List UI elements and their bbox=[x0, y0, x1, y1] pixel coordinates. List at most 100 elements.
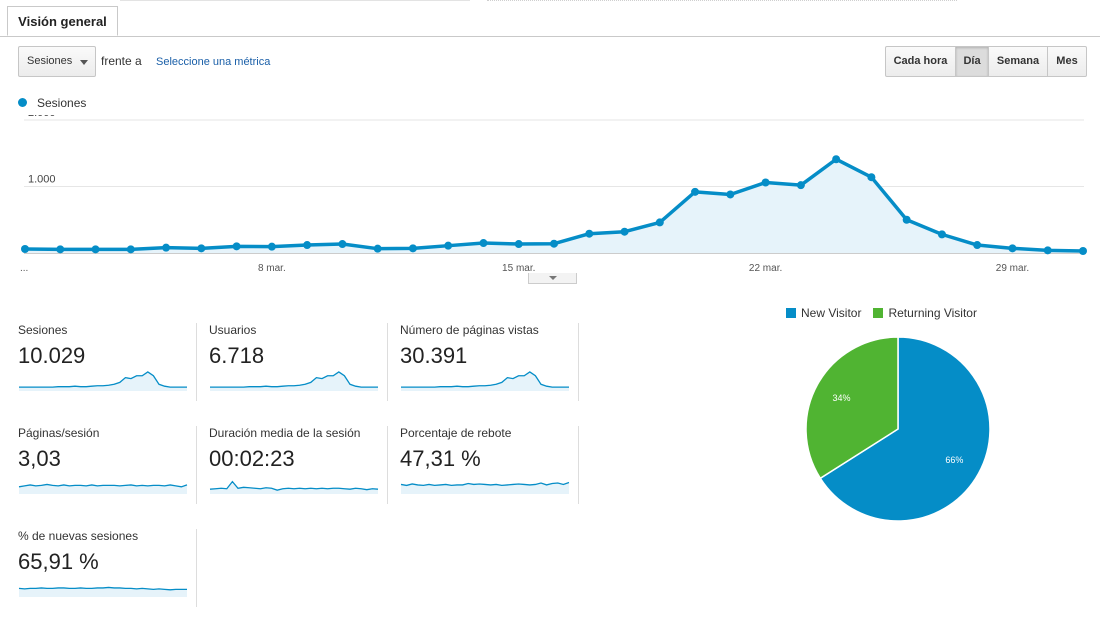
metric-card-sessions[interactable]: Sesiones 10.029 bbox=[18, 323, 197, 401]
data-point bbox=[1043, 246, 1052, 255]
data-point bbox=[796, 181, 805, 190]
metric-value: 00:02:23 bbox=[209, 446, 295, 471]
data-point bbox=[91, 245, 100, 254]
metric-select-value: Sesiones bbox=[27, 55, 73, 67]
metric-card-users[interactable]: Usuarios 6.718 bbox=[209, 323, 388, 401]
data-point bbox=[1008, 244, 1017, 253]
metric-name: % de nuevas sesiones bbox=[18, 529, 139, 543]
metric-sparkline bbox=[18, 586, 187, 597]
expand-caret-icon bbox=[549, 276, 557, 280]
tab-bar: Visión general bbox=[0, 0, 1100, 37]
period-month-button[interactable]: Mes bbox=[1047, 46, 1087, 77]
metric-value: 30.391 bbox=[400, 343, 468, 368]
x-tick-label: 15 mar. bbox=[502, 263, 535, 273]
area-fill bbox=[25, 159, 1083, 253]
sparkline-area bbox=[210, 481, 378, 494]
pie-data-label: 66% bbox=[945, 455, 963, 465]
sparkline-path bbox=[401, 371, 569, 388]
metric-sparkline bbox=[209, 480, 379, 494]
data-point bbox=[867, 173, 876, 182]
data-point bbox=[655, 218, 664, 227]
metric-select[interactable]: Sesiones bbox=[18, 46, 96, 77]
series-dot-icon bbox=[18, 98, 27, 107]
metric-sparkline bbox=[19, 371, 187, 391]
metric-name: Páginas/sesión bbox=[18, 426, 100, 440]
data-point bbox=[444, 241, 453, 250]
y-tick-label: 1.000 bbox=[28, 174, 56, 186]
metric-card-pages-per-session[interactable]: Páginas/sesión 3,03 bbox=[18, 426, 197, 504]
metric-name: Usuarios bbox=[209, 323, 257, 337]
metric-value: 3,03 bbox=[18, 446, 61, 471]
metric-sparkline bbox=[401, 371, 569, 391]
sparkline-area bbox=[401, 371, 569, 391]
legend-swatch-icon bbox=[873, 308, 884, 318]
data-point bbox=[126, 245, 135, 254]
data-point bbox=[761, 178, 770, 187]
visitor-type-pie-chart[interactable]: 66% 34% bbox=[800, 333, 996, 529]
sparkline-path bbox=[400, 481, 570, 487]
metric-card-avg-duration[interactable]: Duración media de la sesión 00:02:23 bbox=[209, 426, 388, 504]
sparkline-area bbox=[210, 371, 378, 391]
data-point bbox=[56, 245, 65, 254]
tab-bar-rule bbox=[120, 0, 470, 1]
data-point bbox=[197, 244, 206, 253]
pie-legend-new-visitor[interactable]: New Visitor bbox=[786, 306, 861, 320]
tab-overview[interactable]: Visión general bbox=[7, 6, 118, 36]
data-point bbox=[514, 240, 523, 249]
pie-legend-label: Returning Visitor bbox=[888, 306, 977, 320]
data-point bbox=[373, 244, 382, 253]
pie-legend: New Visitor Returning Visitor bbox=[786, 304, 989, 320]
data-point bbox=[832, 155, 841, 164]
data-point bbox=[585, 229, 594, 238]
sparkline-area bbox=[19, 587, 187, 597]
metric-name: Sesiones bbox=[18, 323, 68, 337]
metric-name: Número de páginas vistas bbox=[400, 323, 539, 337]
sparkline-area bbox=[401, 482, 569, 494]
metric-value: 65,91 % bbox=[18, 549, 99, 574]
metric-card-new-sessions[interactable]: % de nuevas sesiones 65,91 % bbox=[18, 529, 197, 607]
pie-legend-returning-visitor[interactable]: Returning Visitor bbox=[873, 306, 977, 320]
select-metric-link[interactable]: Seleccione una métrica bbox=[156, 56, 271, 68]
compare-label: frente a bbox=[101, 54, 142, 68]
period-day-button[interactable]: Día bbox=[955, 46, 989, 77]
data-point bbox=[338, 240, 347, 249]
metric-name: Duración media de la sesión bbox=[209, 426, 361, 440]
chart-expand-handle[interactable] bbox=[528, 273, 577, 284]
x-tick-label: 22 mar. bbox=[749, 263, 782, 273]
metric-sparkline bbox=[18, 483, 188, 494]
period-week-button[interactable]: Semana bbox=[988, 46, 1048, 77]
legend-swatch-icon bbox=[786, 308, 796, 318]
sparkline-area bbox=[19, 371, 187, 391]
chevron-down-icon bbox=[80, 60, 88, 65]
metric-value: 10.029 bbox=[18, 343, 86, 368]
data-point bbox=[937, 230, 946, 239]
data-point bbox=[267, 242, 276, 251]
sparkline-path bbox=[18, 483, 188, 488]
metric-name: Porcentaje de rebote bbox=[400, 426, 512, 440]
metric-sparkline bbox=[400, 481, 570, 494]
data-point bbox=[620, 227, 629, 236]
tab-bar-dotted-rule bbox=[487, 0, 957, 1]
metric-value: 6.718 bbox=[209, 343, 265, 368]
data-point bbox=[232, 242, 241, 251]
data-point bbox=[303, 241, 312, 250]
metric-card-bounce-rate[interactable]: Porcentaje de rebote 47,31 % bbox=[400, 426, 579, 504]
y-tick-label: 2.000 bbox=[28, 115, 56, 119]
data-point bbox=[973, 241, 982, 250]
data-point bbox=[691, 187, 700, 196]
pie-slice bbox=[819, 336, 991, 522]
pie-legend-label: New Visitor bbox=[801, 306, 862, 320]
data-point bbox=[726, 190, 735, 199]
chart-legend-label: Sesiones bbox=[37, 96, 87, 110]
metric-card-pageviews[interactable]: Número de páginas vistas 30.391 bbox=[400, 323, 579, 401]
sparkline-area bbox=[19, 484, 187, 494]
sessions-line-chart[interactable]: 2.000 1.000... 8 mar. 15 mar. 22 mar. 29 mar. bbox=[0, 115, 1100, 273]
sparkline-path bbox=[210, 371, 378, 388]
sparkline-path bbox=[18, 586, 187, 591]
data-point bbox=[21, 245, 29, 254]
data-point bbox=[550, 239, 558, 248]
data-point bbox=[479, 239, 488, 248]
period-hourly-button[interactable]: Cada hora bbox=[885, 46, 956, 77]
data-point bbox=[902, 215, 911, 224]
pie-slice bbox=[805, 336, 899, 480]
